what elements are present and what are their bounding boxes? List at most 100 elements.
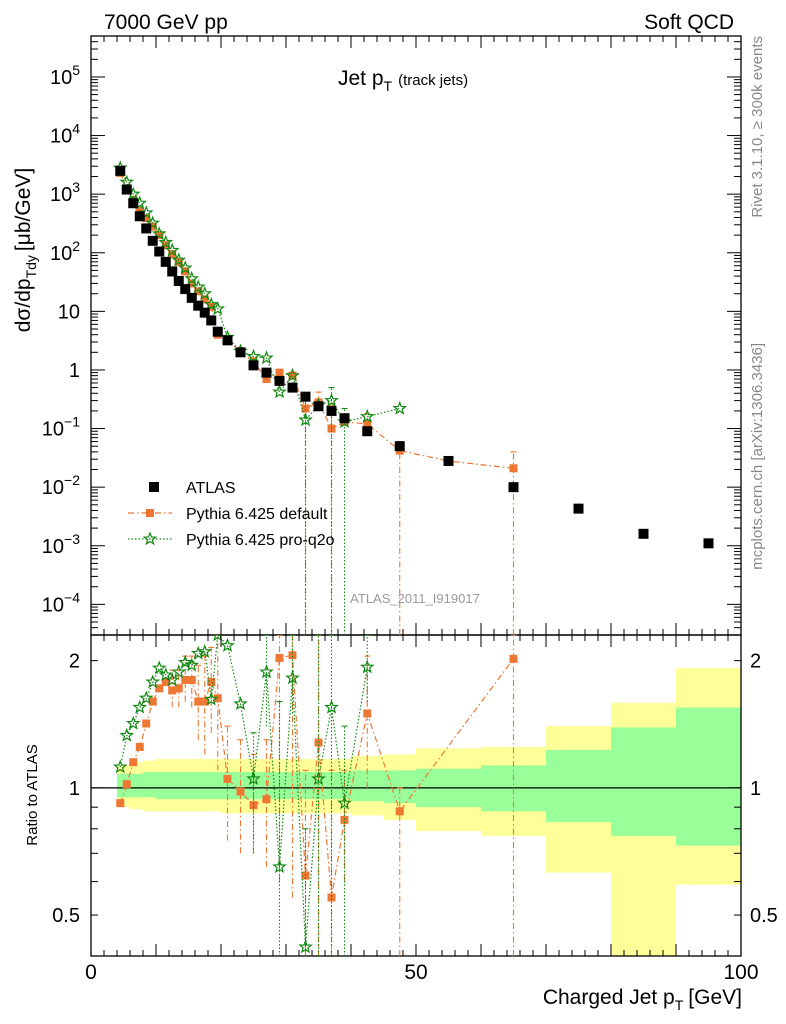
main-point-atlas-11 xyxy=(186,292,197,303)
ratio-point-proq2o-10 xyxy=(177,654,193,669)
x-tick-label-0: 0 xyxy=(85,961,97,984)
main-ytick-mantissa-6: 10 xyxy=(42,419,64,441)
main-point-default-29 xyxy=(509,464,518,473)
main-point-atlas-22 xyxy=(300,391,311,402)
ratio-point-default-0 xyxy=(116,799,125,808)
main-point-default-19 xyxy=(262,375,271,384)
main-point-default-6 xyxy=(155,231,164,240)
main-ytick-mantissa-2: 10 xyxy=(50,184,72,206)
band-green-10 xyxy=(611,727,676,836)
ratio-point-default-5 xyxy=(148,697,157,706)
main-point-atlas-25 xyxy=(339,413,350,424)
main-point-atlas-6 xyxy=(154,246,165,257)
ratio-point-proq2o-22 xyxy=(298,939,313,954)
ratio-point-default-22 xyxy=(301,871,310,880)
main-point-default-22 xyxy=(301,404,310,413)
main-point-atlas-29 xyxy=(508,482,519,493)
x-tick-label-100: 100 xyxy=(723,961,758,984)
main-point-atlas-26 xyxy=(362,426,373,437)
ratio-point-default-25 xyxy=(340,815,349,824)
ratio-point-proq2o-12 xyxy=(190,645,206,660)
ratio-series-proq2o xyxy=(112,635,375,956)
main-point-atlas-0 xyxy=(115,165,126,176)
main-point-default-9 xyxy=(174,257,183,266)
main-ytick-exponent-6: −1 xyxy=(64,414,80,430)
main-point-default-4 xyxy=(142,214,151,223)
main-point-proq2o-18 xyxy=(246,348,261,363)
ratio-point-proq2o-20 xyxy=(272,859,287,874)
main-title: Jet pT (track jets) xyxy=(338,67,468,94)
title-text: Jet p xyxy=(338,67,384,90)
ratio-point-default-11 xyxy=(187,675,196,684)
main-point-proq2o-26 xyxy=(359,408,375,423)
main-point-atlas-4 xyxy=(141,223,152,234)
main-point-atlas-8 xyxy=(167,266,178,277)
ratio-point-proq2o-21 xyxy=(285,670,300,685)
main-ytick-label-7: 10−2 xyxy=(42,472,80,499)
main-ytick-mantissa-4: 10 xyxy=(58,301,80,323)
main-ytick-label-0: 105 xyxy=(50,62,80,89)
ratio-point-default-16 xyxy=(223,774,232,783)
ratio-point-proq2o-16 xyxy=(220,637,235,652)
main-point-atlas-21 xyxy=(287,382,298,393)
main-line-default xyxy=(119,172,514,469)
main-ytick-mantissa-3: 10 xyxy=(50,243,72,265)
main-series-proq2o xyxy=(112,160,408,635)
ratio-point-proq2o-3 xyxy=(132,699,148,714)
main-ytick-label-1: 104 xyxy=(50,121,80,148)
ratio-point-default-3 xyxy=(135,742,144,751)
main-point-atlas-18 xyxy=(248,360,259,371)
ratio-point-proq2o-1 xyxy=(119,727,135,742)
mcplots-label: mcplots.cern.ch [arXiv:1306.3436] xyxy=(749,343,766,570)
ratio-point-default-18 xyxy=(249,801,258,810)
main-point-default-24 xyxy=(327,424,336,433)
rivet-label: Rivet 3.1.10, ≥ 300k events xyxy=(749,36,766,218)
main-point-proq2o-7 xyxy=(158,234,174,249)
main-point-proq2o-8 xyxy=(164,242,180,257)
ratio-ytick-label-right-2: 2 xyxy=(750,651,761,673)
main-ytick-label-5: 1 xyxy=(69,360,80,382)
main-point-proq2o-4 xyxy=(138,205,154,220)
main-point-atlas-19 xyxy=(261,367,272,378)
ratio-point-proq2o-7 xyxy=(158,667,174,682)
ratio-point-default-24 xyxy=(327,893,336,902)
main-point-default-21 xyxy=(288,371,297,380)
main-point-default-26 xyxy=(363,419,372,428)
main-line-proq2o xyxy=(119,167,400,423)
main-point-proq2o-10 xyxy=(177,260,193,275)
ylabel-text: dσ/dp xyxy=(12,278,35,332)
ratio-point-default-21 xyxy=(288,651,297,660)
main-point-atlas-31 xyxy=(638,528,649,539)
legend-atlas-label: ATLAS xyxy=(186,480,236,497)
ratio-point-proq2o-13 xyxy=(197,643,213,658)
main-ytick-mantissa-5: 1 xyxy=(69,360,80,382)
ratio-ytick-label-right-1: 1 xyxy=(750,778,761,800)
band-green-3 xyxy=(156,772,221,800)
x-tick-label-50: 50 xyxy=(404,961,427,984)
main-point-proq2o-5 xyxy=(145,215,161,230)
band-green-1 xyxy=(130,773,143,798)
main-ytick-label-3: 102 xyxy=(50,238,80,265)
main-point-atlas-30 xyxy=(573,503,584,514)
main-point-default-11 xyxy=(187,279,196,288)
ylabel-unit: [μb/GeV] xyxy=(12,168,35,251)
main-point-proq2o-21 xyxy=(285,367,300,382)
main-point-atlas-17 xyxy=(235,347,246,358)
ratio-ylabel: Ratio to ATLAS xyxy=(24,744,41,845)
main-point-atlas-15 xyxy=(212,326,223,337)
legend: ATLAS Pythia 6.425 default Pythia 6.425 … xyxy=(128,480,335,549)
ratio-point-default-10 xyxy=(181,675,190,684)
ratio-ytick-label-left-1: 1 xyxy=(69,778,80,800)
main-point-proq2o-15 xyxy=(210,301,226,316)
data-series xyxy=(112,160,714,956)
xlabel: Charged Jet pT [GeV] xyxy=(543,986,742,1013)
ratio-point-proq2o-8 xyxy=(164,672,180,687)
main-point-atlas-2 xyxy=(128,198,139,209)
main-ytick-mantissa-8: 10 xyxy=(42,536,64,558)
main-point-atlas-10 xyxy=(180,284,191,295)
ratio-point-default-15 xyxy=(213,694,222,703)
main-point-proq2o-12 xyxy=(190,279,206,294)
legend-default-label: Pythia 6.425 default xyxy=(186,506,328,523)
ratio-point-default-14 xyxy=(207,678,216,687)
main-point-atlas-14 xyxy=(206,315,217,326)
